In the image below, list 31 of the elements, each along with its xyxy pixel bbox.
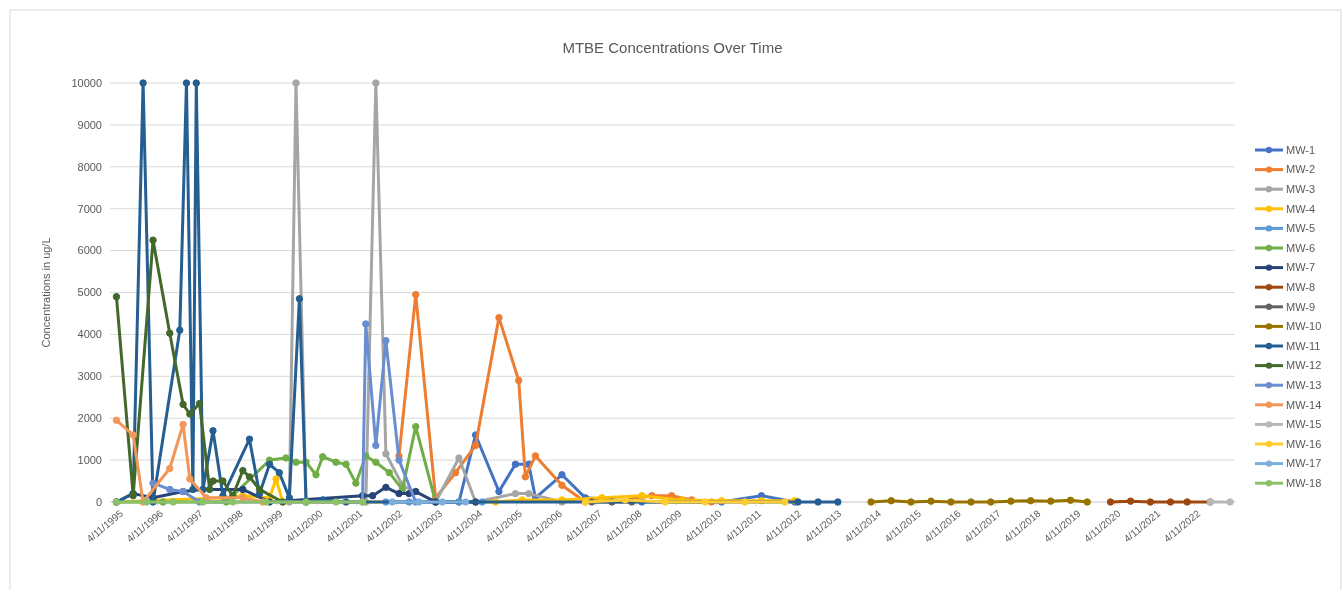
y-tick-label: 2000: [77, 412, 102, 425]
legend-label: MW-12: [1286, 359, 1322, 372]
y-tick-label: 0: [95, 495, 102, 508]
legend-label: MW-7: [1286, 261, 1316, 274]
legend-label: MW-6: [1286, 241, 1316, 254]
legend-label: MW-8: [1286, 281, 1316, 294]
legend-label: MW-2: [1286, 163, 1316, 176]
legend-label: MW-16: [1286, 437, 1322, 450]
y-tick-label: 8000: [77, 160, 102, 173]
legend-label: MW-9: [1286, 300, 1316, 313]
legend-label: MW-11: [1286, 339, 1321, 352]
y-tick-label: 10000: [71, 76, 102, 89]
legend-label: MW-10: [1286, 320, 1322, 333]
legend-label: MW-15: [1286, 418, 1322, 431]
y-tick-label: 6000: [77, 244, 102, 257]
y-tick-label: 1000: [77, 453, 102, 466]
legend-label: MW-17: [1286, 457, 1322, 470]
legend-label: MW-1: [1286, 143, 1316, 156]
y-tick-label: 3000: [77, 370, 102, 383]
y-tick-label: 5000: [77, 286, 102, 299]
legend-label: MW-5: [1286, 222, 1316, 235]
legend-label: MW-3: [1286, 183, 1316, 196]
legend-label: MW-18: [1286, 477, 1322, 490]
y-tick-label: 9000: [77, 118, 102, 131]
y-tick-label: 4000: [77, 328, 102, 341]
y-tick-label: 7000: [77, 202, 102, 215]
legend-label: MW-13: [1286, 379, 1322, 392]
y-axis-title: Concentrations in ug/L: [40, 237, 52, 348]
legend-label: MW-14: [1286, 398, 1322, 411]
legend-label: MW-4: [1286, 202, 1316, 215]
chart-title: MTBE Concentrations Over Time: [562, 39, 783, 56]
